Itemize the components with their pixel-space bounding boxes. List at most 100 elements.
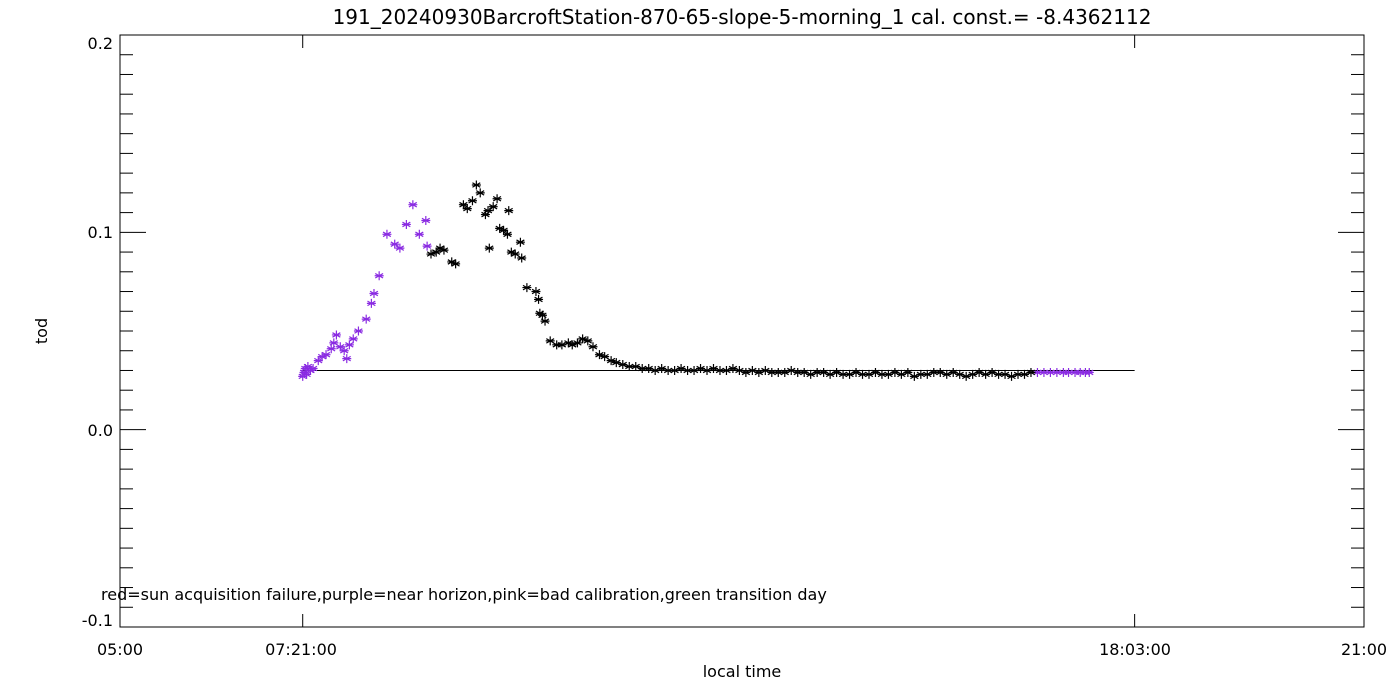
x-tick-label-1803: 18:03:00: [1099, 640, 1171, 659]
data-point-s0-13: [335, 342, 345, 352]
data-point-s1-104: [1013, 369, 1023, 379]
data-point-s0-32: [1039, 367, 1049, 377]
data-point-s1-57: [708, 363, 718, 373]
data-point-s0-26: [401, 219, 411, 229]
data-point-s1-22: [515, 237, 525, 247]
data-point-s1-45: [631, 362, 641, 372]
data-points: [298, 180, 1094, 381]
data-point-s1-91: [929, 367, 939, 377]
data-point-s1-86: [896, 369, 906, 379]
data-point-s0-14: [339, 346, 349, 356]
data-point-s1-6: [458, 200, 468, 210]
data-point-s0-11: [329, 338, 339, 348]
data-point-s1-97: [968, 369, 978, 379]
data-point-s1-65: [760, 365, 770, 375]
data-point-s1-8: [467, 196, 477, 206]
data-point-s1-69: [786, 365, 796, 375]
data-point-s0-37: [1070, 367, 1080, 377]
data-point-s1-99: [981, 369, 991, 379]
data-point-s0-35: [1058, 367, 1068, 377]
data-point-s0-6: [308, 363, 318, 373]
data-point-s1-36: [578, 334, 588, 344]
data-point-s1-47: [644, 363, 654, 373]
data-point-s1-3: [439, 245, 449, 255]
data-point-s1-68: [780, 367, 790, 377]
data-point-s0-24: [390, 239, 400, 249]
data-point-s1-67: [773, 367, 783, 377]
data-point-s1-40: [600, 352, 610, 362]
data-point-s1-1: [431, 247, 441, 257]
data-point-s1-38: [588, 342, 598, 352]
data-point-s0-27: [408, 200, 418, 210]
data-point-s1-82: [870, 367, 880, 377]
data-point-s1-0: [426, 249, 436, 259]
data-point-s0-10: [326, 344, 336, 354]
data-point-s1-102: [1000, 369, 1010, 379]
data-point-s0-21: [369, 289, 379, 299]
data-point-s1-88: [909, 371, 919, 381]
data-point-s1-101: [994, 369, 1004, 379]
data-point-s1-13: [484, 243, 494, 253]
data-point-s1-77: [838, 369, 848, 379]
data-point-s0-25: [395, 243, 405, 253]
data-point-s1-26: [534, 294, 544, 304]
data-point-s1-46: [637, 363, 647, 373]
y-tick-label-0.0: 0.0: [88, 421, 113, 440]
data-point-s1-66: [767, 367, 777, 377]
data-point-s0-28: [414, 229, 424, 239]
x-tick-label-2100: 21:00: [1341, 640, 1387, 659]
data-point-s0-40: [1084, 367, 1094, 377]
data-point-s0-4: [303, 362, 313, 372]
data-point-s1-28: [537, 310, 547, 320]
x-tick-label-0721: 07:21:00: [265, 640, 337, 659]
data-point-s1-59: [721, 365, 731, 375]
data-point-s1-100: [987, 367, 997, 377]
data-point-s1-23: [517, 253, 527, 263]
data-point-s1-74: [819, 367, 829, 377]
data-point-s1-39: [594, 350, 604, 360]
data-point-s1-10: [475, 188, 485, 198]
data-point-s1-37: [583, 336, 593, 346]
data-point-s1-105: [1019, 369, 1029, 379]
data-point-s0-23: [382, 229, 392, 239]
data-point-s0-22: [374, 271, 384, 281]
data-point-s0-3: [302, 369, 312, 379]
data-point-s1-54: [689, 365, 699, 375]
data-point-s0-34: [1052, 367, 1062, 377]
data-point-s1-87: [903, 367, 913, 377]
data-point-s1-52: [676, 363, 686, 373]
data-point-s1-103: [1007, 371, 1017, 381]
axis-ticks: [119, 34, 1365, 628]
data-point-s1-25: [531, 287, 541, 297]
data-point-s1-73: [812, 367, 822, 377]
y-tick-label-minus-0.1: -0.1: [82, 611, 113, 630]
data-point-s1-12: [483, 206, 493, 216]
data-point-s0-9: [321, 350, 331, 360]
data-point-s0-36: [1064, 367, 1074, 377]
data-point-s0-12: [331, 330, 341, 340]
data-point-s1-83: [877, 369, 887, 379]
y-tick-label-0.1: 0.1: [88, 223, 113, 242]
data-point-s1-58: [715, 365, 725, 375]
data-point-s1-51: [670, 365, 680, 375]
data-point-s1-29: [540, 316, 550, 326]
data-point-s1-32: [557, 340, 567, 350]
data-point-s1-34: [567, 340, 577, 350]
data-point-s1-7: [462, 204, 472, 214]
data-point-s1-90: [922, 369, 932, 379]
data-point-s1-44: [624, 362, 634, 372]
data-point-s1-89: [916, 369, 926, 379]
data-point-s1-43: [618, 360, 628, 370]
data-point-s1-60: [728, 363, 738, 373]
data-point-s1-85: [890, 367, 900, 377]
data-point-s1-84: [883, 369, 893, 379]
data-point-s1-24: [522, 283, 532, 293]
data-point-s1-35: [572, 338, 582, 348]
data-point-s1-62: [741, 367, 751, 377]
data-point-s1-31: [552, 340, 562, 350]
data-point-s1-92: [935, 367, 945, 377]
data-point-s1-80: [858, 369, 868, 379]
data-point-s1-18: [502, 229, 512, 239]
y-axis-label: tod: [32, 318, 51, 344]
